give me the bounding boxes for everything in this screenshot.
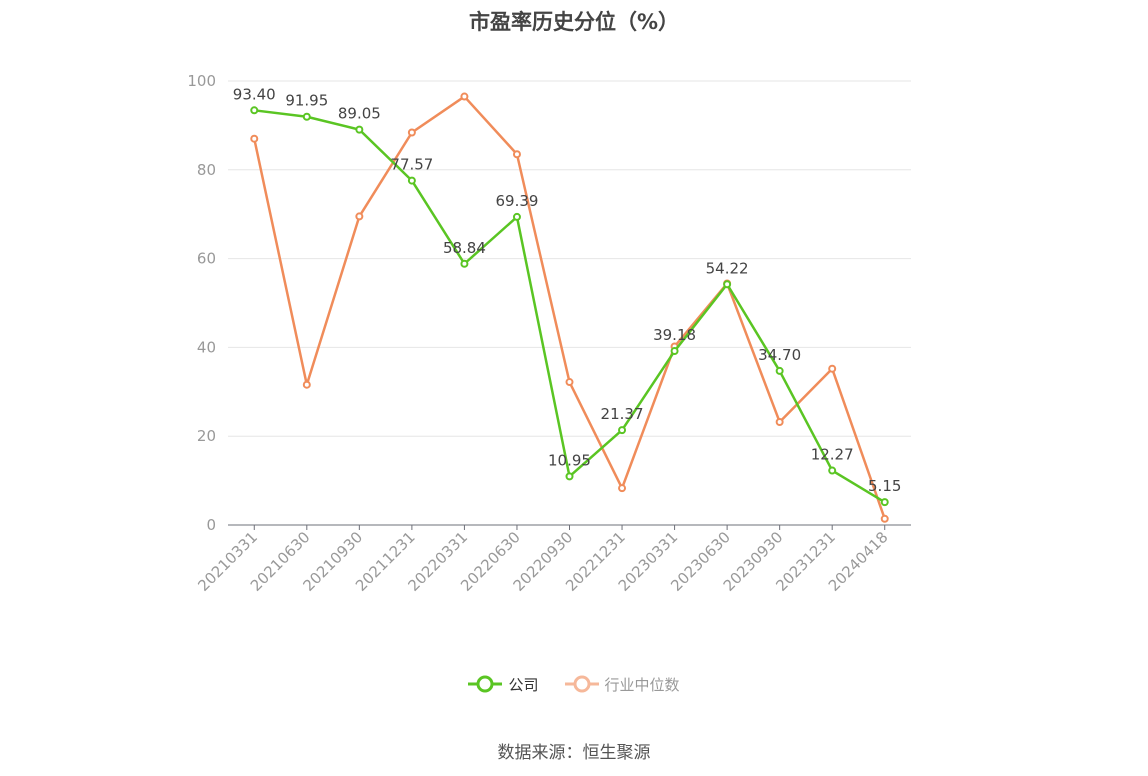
chart-title: 市盈率历史分位（%） (468, 10, 680, 34)
industry-median-data-point (302, 380, 311, 389)
industry-median-data-point (460, 92, 469, 101)
company-data-point (723, 280, 732, 289)
company-data-point (355, 125, 364, 134)
y-tick-label: 20 (197, 427, 216, 445)
company-data-point (407, 176, 416, 185)
company-data-point (775, 366, 784, 375)
source-note: 数据来源：恒生聚源 (497, 743, 651, 763)
y-tick-label: 0 (206, 516, 216, 534)
industry-median-data-point (355, 212, 364, 221)
industry-median-data-point (565, 378, 574, 387)
industry-median-data-point (250, 134, 259, 143)
legend-item-company[interactable]: 公司 (468, 672, 539, 696)
legend-label-industry-median: 行业中位数 (604, 675, 680, 694)
y-tick-label: 40 (197, 338, 216, 356)
company-data-label: 39.18 (653, 326, 696, 344)
legend: 公司 行业中位数 (0, 672, 1148, 696)
company-data-point (460, 259, 469, 268)
industry-median-data-point (775, 417, 784, 426)
data-label-layer: 93.40 91.95 89.05 77.57 58.84 69.39 10.95 21.37… (233, 85, 902, 495)
company-data-point (880, 498, 889, 507)
company-data-label: 77.57 (390, 156, 433, 174)
company-series-line (254, 109, 886, 504)
industry-median-data-point (828, 364, 837, 373)
company-data-point (565, 472, 574, 481)
y-tick-label: 80 (197, 161, 216, 179)
legend-item-industry-median[interactable]: 行业中位数 (564, 672, 680, 696)
company-data-point (512, 212, 521, 221)
legend-company-line-icon (468, 675, 503, 693)
legend-industry-line-icon (564, 675, 599, 693)
company-data-point (302, 112, 311, 121)
industry-median-data-point (880, 514, 889, 523)
company-data-point (828, 466, 837, 475)
company-data-label: 5.15 (868, 477, 901, 495)
grid-layer (228, 80, 911, 437)
company-data-label: 10.95 (548, 451, 591, 469)
company-data-label: 89.05 (338, 105, 381, 123)
company-data-label: 69.39 (495, 192, 538, 210)
company-data-label: 21.37 (601, 405, 644, 423)
company-data-label: 54.22 (706, 259, 749, 277)
industry-median-data-point (512, 150, 521, 159)
company-data-label: 12.27 (811, 446, 854, 464)
series-layer (250, 92, 889, 523)
company-data-label: 93.40 (233, 85, 276, 103)
y-tick-label: 60 (197, 250, 216, 268)
company-data-point (670, 347, 679, 356)
legend-label-company: 公司 (508, 675, 539, 694)
industry-median-data-point (407, 128, 416, 137)
company-data-label: 34.70 (758, 346, 801, 364)
company-data-label: 58.84 (443, 239, 486, 257)
industry-median-data-point (618, 484, 627, 493)
y-tick-label: 100 (187, 72, 216, 90)
company-data-label: 91.95 (285, 92, 328, 110)
company-data-point (250, 106, 259, 115)
company-data-point (618, 426, 627, 435)
